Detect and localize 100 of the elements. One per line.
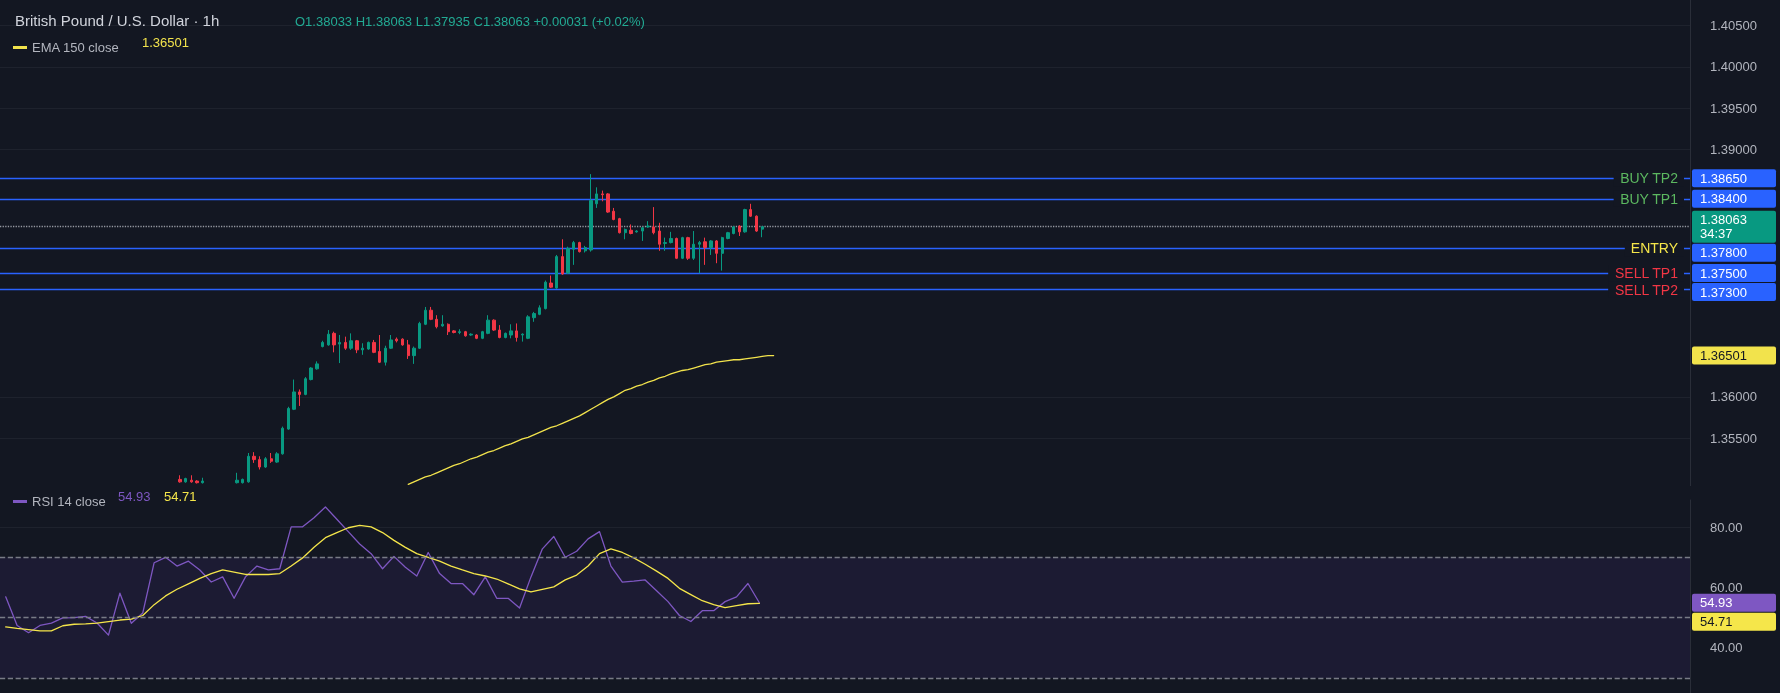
candlestick — [504, 332, 507, 339]
candlestick — [629, 223, 633, 235]
candlestick — [749, 203, 752, 218]
line-series — [5, 524, 761, 632]
ref-line-label: SELL TP2 — [1614, 281, 1679, 298]
y-tick-label: 1.35500 — [1710, 430, 1757, 446]
candlestick — [715, 239, 718, 264]
candlestick — [275, 451, 279, 464]
text: 1.38063 — [1700, 212, 1747, 228]
text: 1.36501 — [1700, 348, 1747, 364]
candlestick — [332, 331, 336, 353]
candlestick — [578, 241, 581, 253]
y-tick-label: 40.00 — [1710, 640, 1743, 656]
ref-line-label: BUY TP2 — [1620, 170, 1679, 187]
candlestick — [703, 237, 707, 266]
candlestick — [492, 318, 496, 332]
candlestick — [407, 339, 410, 360]
candlestick — [532, 311, 536, 323]
candlestick — [384, 345, 387, 367]
candlestick — [698, 240, 701, 274]
candlestick — [344, 336, 347, 351]
candlestick — [572, 240, 575, 266]
candlestick — [184, 477, 187, 484]
candlestick — [270, 452, 273, 464]
candlestick — [309, 366, 313, 381]
candlestick — [195, 479, 199, 485]
candlestick — [367, 341, 370, 351]
text: 54.93 — [1700, 595, 1733, 611]
candlestick — [469, 332, 473, 337]
candlestick — [709, 239, 713, 256]
candlestick — [515, 322, 518, 343]
legend-label: EMA 150 close — [32, 40, 119, 55]
candlestick — [190, 474, 193, 484]
candlestick — [447, 322, 450, 336]
candlestick — [264, 456, 267, 469]
text: 1.37500 — [1700, 265, 1747, 281]
candlestick — [521, 332, 524, 343]
candlestick — [549, 275, 553, 289]
candlestick — [178, 474, 182, 484]
candlestick — [304, 376, 307, 396]
candlestick — [247, 452, 250, 484]
text: 1.38650 — [1700, 170, 1747, 186]
candlestick — [561, 238, 564, 276]
candlestick — [338, 334, 341, 364]
candlestick — [681, 236, 684, 260]
legend-label: RSI 14 close — [32, 494, 106, 509]
candlestick — [669, 231, 673, 244]
y-tick-label: 80.00 — [1710, 519, 1743, 535]
candlestick — [646, 220, 650, 229]
text: 54.71 — [1700, 614, 1733, 630]
y-tick-label: 60.00 — [1710, 579, 1743, 595]
candlestick — [635, 229, 638, 234]
text: 1.38400 — [1700, 191, 1747, 207]
text: 1.37800 — [1700, 245, 1747, 261]
line-series — [407, 354, 775, 485]
candlestick — [458, 328, 461, 335]
candlestick — [624, 228, 627, 240]
text: 34:37 — [1700, 226, 1733, 242]
candlestick — [743, 208, 747, 234]
candlestick — [584, 245, 587, 253]
candlestick — [726, 231, 730, 240]
candlestick — [732, 225, 735, 235]
candlestick — [372, 339, 376, 354]
y-tick-label: 1.39000 — [1710, 141, 1757, 157]
candlestick — [606, 192, 610, 214]
candlestick — [498, 324, 501, 339]
candlestick — [441, 314, 444, 328]
candlestick — [555, 254, 558, 290]
y-tick-label: 1.39500 — [1710, 100, 1757, 116]
candlestick — [486, 314, 490, 335]
candlestick — [292, 379, 296, 411]
candlestick — [349, 332, 353, 351]
line-series — [5, 506, 761, 636]
y-tick-label: 1.40500 — [1710, 18, 1757, 34]
candlestick — [452, 329, 456, 334]
candlestick — [526, 314, 530, 340]
candlestick — [252, 451, 256, 464]
candlestick — [675, 237, 678, 260]
candlestick — [658, 222, 661, 252]
candlestick — [481, 330, 484, 340]
candlestick — [281, 426, 284, 456]
candlestick — [361, 342, 364, 356]
candlestick — [544, 280, 547, 310]
candlestick — [464, 330, 467, 338]
candlestick — [475, 333, 478, 340]
candlestick — [612, 207, 615, 221]
annotation: 54.71 — [164, 489, 197, 504]
candlestick — [355, 339, 359, 354]
candlestick — [401, 337, 404, 347]
candlestick — [589, 173, 593, 253]
candlestick — [315, 360, 319, 371]
text: British Pound / U.S. Dollar · 1h — [15, 12, 220, 29]
candlestick — [652, 206, 655, 235]
candlestick — [509, 323, 513, 339]
candlestick — [412, 346, 416, 365]
y-tick-label: 1.40000 — [1710, 59, 1757, 75]
candlestick — [618, 217, 621, 235]
candlestick — [395, 336, 398, 343]
candlestick — [566, 246, 570, 275]
candlestick — [755, 214, 758, 233]
